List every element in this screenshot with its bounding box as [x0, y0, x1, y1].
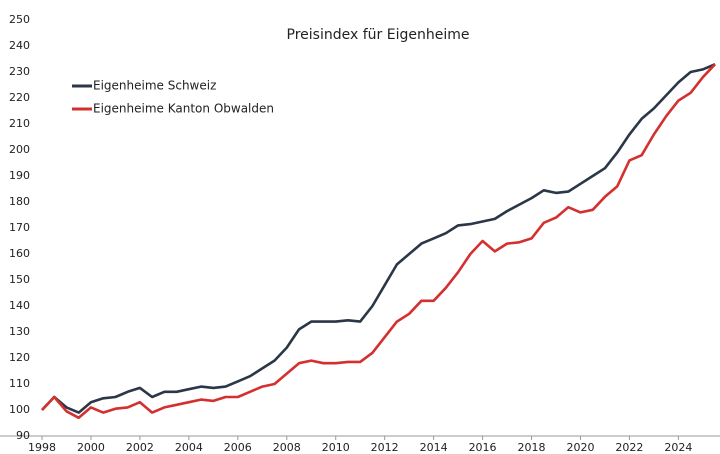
y-tick-label: 230 [9, 65, 30, 78]
x-tick-label: 2004 [175, 441, 203, 454]
y-tick-label: 190 [9, 169, 30, 182]
series-line [41, 63, 716, 414]
y-tick-label: 130 [9, 325, 30, 338]
x-tick-label: 2022 [615, 441, 643, 454]
x-tick-label: 2008 [273, 441, 301, 454]
y-tick-label: 110 [9, 377, 30, 390]
legend-label: Eigenheime Schweiz [93, 79, 216, 93]
y-tick-label: 140 [9, 299, 30, 312]
y-tick-label: 160 [9, 247, 30, 260]
x-tick-label: 2006 [224, 441, 252, 454]
x-tick-label: 2014 [420, 441, 448, 454]
chart-title: Preisindex für Eigenheime [287, 27, 470, 43]
x-tick-label: 2020 [566, 441, 594, 454]
x-tick-label: 2010 [322, 441, 350, 454]
y-tick-label: 200 [9, 143, 30, 156]
y-tick-label: 170 [9, 221, 30, 234]
y-tick-label: 150 [9, 273, 30, 286]
y-tick-label: 180 [9, 195, 30, 208]
x-tick-label: 2002 [126, 441, 154, 454]
x-tick-label: 2024 [664, 441, 692, 454]
y-tick-label: 90 [16, 429, 30, 442]
x-tick-label: 2000 [77, 441, 105, 454]
series-line [41, 63, 717, 420]
y-tick-label: 100 [9, 403, 30, 416]
x-tick-label: 2012 [371, 441, 399, 454]
x-tick-label: 1998 [28, 441, 56, 454]
x-tick-label: 2016 [469, 441, 497, 454]
x-tick-label: 2018 [518, 441, 546, 454]
y-tick-label: 220 [9, 91, 30, 104]
y-tick-label: 120 [9, 351, 30, 364]
legend-label: Eigenheime Kanton Obwalden [93, 102, 274, 116]
y-tick-label: 240 [9, 39, 30, 52]
y-tick-label: 210 [9, 117, 30, 130]
y-tick-label: 250 [9, 13, 30, 26]
